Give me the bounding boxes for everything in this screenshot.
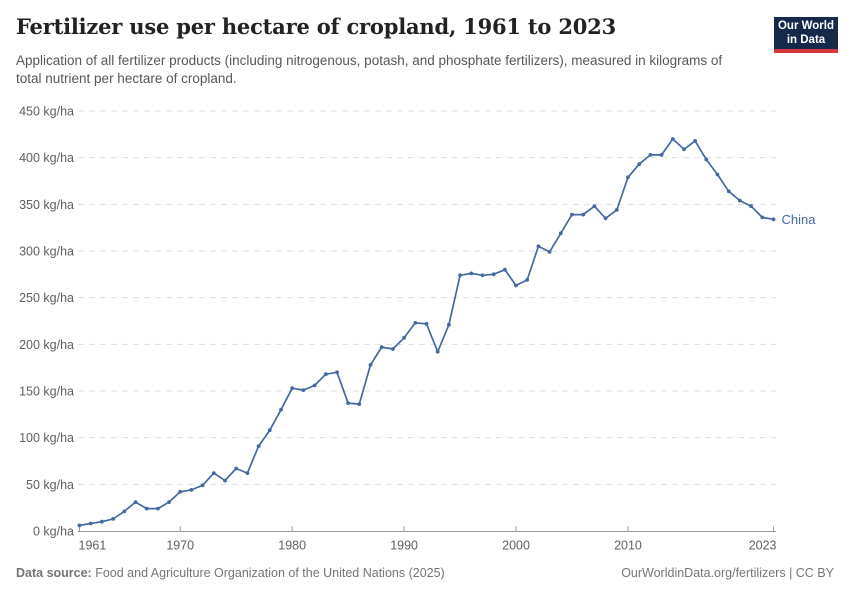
data-point[interactable] [760,215,765,220]
data-point[interactable] [491,272,496,277]
page-title: Fertilizer use per hectare of cropland, … [16,14,616,39]
y-axis-label: 250 kg/ha [19,291,74,305]
data-point[interactable] [200,483,205,488]
data-point[interactable] [133,500,138,504]
y-axis-label: 300 kg/ha [19,245,74,259]
data-point[interactable] [558,231,563,236]
x-axis-label: 2010 [614,539,642,553]
data-point[interactable] [592,204,597,209]
x-axis-label: 1961 [79,539,107,553]
data-point[interactable] [525,278,530,282]
data-point[interactable] [122,509,127,514]
chart-footer: Data source: Food and Agriculture Organi… [16,566,834,580]
data-point[interactable] [447,322,451,327]
data-point[interactable] [648,153,653,157]
chart-subtitle: Application of all fertilizer products (… [16,53,723,86]
data-point[interactable] [480,273,485,278]
data-point[interactable] [659,153,664,157]
owid-logo-text-line1: Our World [777,19,834,32]
data-point[interactable] [234,466,239,471]
data-source-text: Food and Agriculture Organization of the… [91,566,445,580]
data-point[interactable] [424,321,429,326]
data-point[interactable] [346,401,350,405]
y-axis-label: 100 kg/ha [19,431,74,445]
data-source-label: Data source: [16,566,92,580]
data-point[interactable] [100,519,104,524]
data-point[interactable] [581,212,586,217]
x-axis-label: 1990 [390,539,418,553]
y-axis-label: 350 kg/ha [19,198,74,212]
data-point[interactable] [312,383,317,388]
data-point[interactable] [402,335,406,340]
y-axis-label: 400 kg/ha [19,151,74,165]
data-point[interactable] [368,363,373,367]
data-point[interactable] [357,402,362,406]
data-point[interactable] [167,500,171,504]
data-point[interactable] [211,471,216,475]
data-point[interactable] [156,506,160,511]
data-point[interactable] [267,428,272,433]
data-point[interactable] [704,157,709,162]
data-point[interactable] [603,216,608,221]
data-point[interactable] [514,283,518,288]
data-point[interactable] [749,204,753,209]
y-axis-label: 50 kg/ha [26,478,74,492]
owid-logo-text-line2: in Data [786,34,826,46]
data-point[interactable] [547,250,552,254]
series-label-china[interactable]: China [782,212,817,227]
data-point[interactable] [771,217,776,222]
data-point[interactable] [391,347,395,351]
data-point[interactable] [693,139,697,143]
data-point[interactable] [279,407,283,412]
x-axis-label: 2000 [502,539,530,553]
y-axis-label: 450 kg/ha [19,105,74,119]
data-point[interactable] [637,162,642,167]
x-axis-label: 2023 [749,539,777,553]
data-point[interactable] [682,147,686,152]
data-point[interactable] [77,523,82,528]
data-point[interactable] [335,370,339,375]
data-point[interactable] [189,488,194,492]
data-point[interactable] [256,444,261,448]
data-point[interactable] [458,273,462,278]
data-point[interactable] [738,198,742,203]
y-axis-label: 0 kg/ha [33,525,74,539]
data-source: Data source: Food and Agriculture Organi… [16,566,445,580]
data-point[interactable] [670,137,675,141]
y-axis-label: 150 kg/ha [19,385,74,399]
data-point[interactable] [111,517,115,521]
data-point[interactable] [144,506,149,511]
data-point[interactable] [726,189,731,194]
series-line-china [78,138,775,527]
data-point[interactable] [323,372,328,377]
x-axis-label: 1980 [278,539,306,553]
data-point[interactable] [626,175,630,180]
data-point[interactable] [715,172,720,177]
data-point[interactable] [536,244,541,249]
data-point[interactable] [178,489,183,494]
data-point[interactable] [290,386,295,391]
y-axis-label: 200 kg/ha [19,338,74,352]
data-point[interactable] [88,521,93,526]
data-point[interactable] [570,212,574,217]
data-point[interactable] [503,267,507,272]
data-point[interactable] [469,271,474,276]
data-point[interactable] [413,321,418,325]
owid-url-link[interactable]: OurWorldinData.org/fertilizers | CC BY [621,566,834,580]
data-point[interactable] [614,208,619,212]
data-point[interactable] [379,345,384,349]
data-point[interactable] [245,471,250,475]
owid-logo[interactable]: Our World in Data [774,17,838,53]
data-point[interactable] [223,478,227,483]
x-axis-label: 1970 [166,539,194,553]
data-point[interactable] [435,349,440,354]
data-point[interactable] [301,388,306,392]
